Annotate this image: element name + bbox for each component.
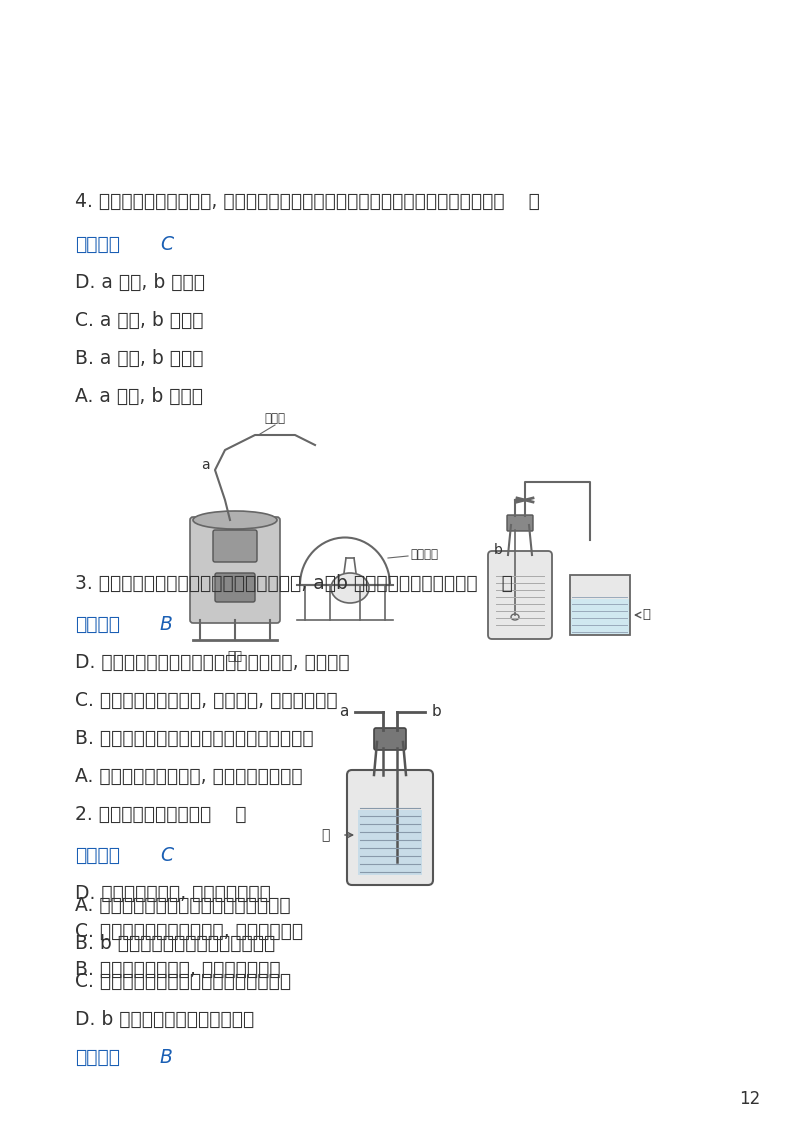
Text: 【答案】: 【答案】	[75, 615, 120, 634]
Text: B: B	[160, 615, 173, 634]
Text: C. 碳在氧气中燃烧发出白光, 生成黑色固体: C. 碳在氧气中燃烧发出白光, 生成黑色固体	[75, 922, 303, 941]
FancyBboxPatch shape	[374, 728, 406, 750]
FancyBboxPatch shape	[190, 517, 280, 623]
Text: D. b 导管应连接供给氧气的钢瓶: D. b 导管应连接供给氧气的钢瓶	[75, 1010, 254, 1029]
FancyBboxPatch shape	[215, 573, 255, 602]
Text: b: b	[494, 544, 503, 557]
Text: D. a 是汞, b 是木炭: D. a 是汞, b 是木炭	[75, 273, 205, 292]
FancyBboxPatch shape	[570, 575, 630, 634]
FancyBboxPatch shape	[358, 810, 422, 875]
Text: B. 硫在氧气中燃烧后生成有刺激性气味的气体: B. 硫在氧气中燃烧后生成有刺激性气味的气体	[75, 729, 314, 748]
Text: 12: 12	[738, 1090, 760, 1108]
FancyBboxPatch shape	[488, 551, 552, 639]
Text: a: a	[201, 458, 210, 472]
Text: D. 硫在氧气中燃烧, 发出蓝紫色火焰: D. 硫在氧气中燃烧, 发出蓝紫色火焰	[75, 884, 271, 903]
Text: C. 镁条在氧气中燃烧时, 火星四射, 生成黑色固体: C. 镁条在氧气中燃烧时, 火星四射, 生成黑色固体	[75, 691, 337, 710]
FancyBboxPatch shape	[347, 770, 433, 885]
Text: 水: 水	[642, 609, 650, 621]
Text: 【答案】: 【答案】	[75, 235, 120, 254]
Text: C. 使用该装置可用来观测是否有氧气输出: C. 使用该装置可用来观测是否有氧气输出	[75, 973, 291, 990]
Text: a: a	[338, 704, 348, 720]
Text: C. a 是汞, b 是红磷: C. a 是汞, b 是红磷	[75, 311, 203, 330]
Text: 曲颈瓶: 曲颈瓶	[264, 412, 286, 424]
FancyBboxPatch shape	[507, 515, 533, 531]
Text: 2. 下列说法中正确的是（    ）: 2. 下列说法中正确的是（ ）	[75, 805, 246, 824]
Text: 火炉: 火炉	[228, 650, 242, 663]
FancyBboxPatch shape	[213, 530, 257, 562]
Text: D. 木炭伸入盛有氧气的集气瓶中剧烈燃烧, 发出白光: D. 木炭伸入盛有氧气的集气瓶中剧烈燃烧, 发出白光	[75, 652, 349, 672]
Text: C: C	[160, 235, 173, 254]
Text: C: C	[160, 846, 173, 865]
Ellipse shape	[331, 573, 369, 603]
Text: 水: 水	[322, 828, 330, 842]
Text: b: b	[432, 704, 441, 720]
Text: A. 使用该装置可用来观测氧气输出的速率: A. 使用该装置可用来观测氧气输出的速率	[75, 896, 291, 915]
Text: 【答案】: 【答案】	[75, 1048, 120, 1067]
Text: 4. 在医院里给病人输氧时, 用到类似如图所示的装置。下列有关说法中不正确的是（    ）: 4. 在医院里给病人输氧时, 用到类似如图所示的装置。下列有关说法中不正确的是（…	[75, 192, 540, 211]
Text: 【答案】: 【答案】	[75, 846, 120, 865]
Text: B. a 是铜, b 是木炭: B. a 是铜, b 是木炭	[75, 349, 203, 368]
Text: B: B	[160, 1048, 173, 1067]
Text: B. 氢气在空气中燃烧, 产生淡蓝色火焰: B. 氢气在空气中燃烧, 产生淡蓝色火焰	[75, 960, 280, 979]
Text: B. b 导管连接病人吸入氧气的塑料管: B. b 导管连接病人吸入氧气的塑料管	[75, 934, 276, 953]
Text: A. 红磷在氧气中能燃烧, 在空气中不能燃烧: A. 红磷在氧气中能燃烧, 在空气中不能燃烧	[75, 767, 303, 786]
Text: A. a 是铜, b 是红磷: A. a 是铜, b 是红磷	[75, 387, 203, 407]
Ellipse shape	[193, 511, 277, 529]
FancyBboxPatch shape	[571, 599, 629, 634]
Ellipse shape	[511, 614, 519, 620]
Text: 3. 下列装置都可用于测定空气里氧气的含量, a、b 两物质的选择正确的是（    ）: 3. 下列装置都可用于测定空气里氧气的含量, a、b 两物质的选择正确的是（ ）	[75, 574, 513, 593]
Text: 玻璃钟罩: 玻璃钟罩	[410, 548, 438, 562]
